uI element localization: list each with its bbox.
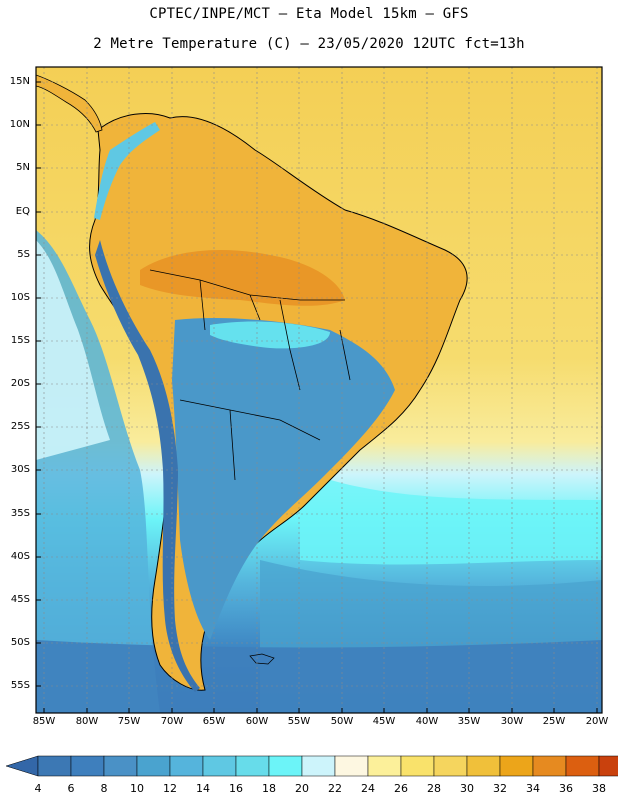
colorbar: [5, 755, 618, 777]
colorbar-label: 24: [361, 782, 375, 795]
lon-label: 80W: [75, 716, 99, 727]
lat-label: 5N: [16, 162, 30, 173]
colorbar-swatch: [565, 755, 600, 777]
colorbar-label: 26: [394, 782, 408, 795]
colorbar-swatch: [532, 755, 567, 777]
country-borders: [149, 269, 351, 481]
lon-label: 55W: [287, 716, 311, 727]
lat-label: 25S: [10, 421, 30, 432]
title-line-1: CPTEC/INPE/MCT – Eta Model 15km – GFS: [149, 6, 469, 22]
lat-label: 35S: [10, 508, 30, 519]
lon-label: 70W: [160, 716, 184, 727]
colorbar-swatch: [598, 755, 618, 777]
colorbar-swatch: [37, 755, 72, 777]
colorbar-label: 22: [328, 782, 342, 795]
colorbar-swatch: [169, 755, 204, 777]
colorbar-swatch: [70, 755, 105, 777]
colorbar-label: 8: [100, 782, 108, 795]
lat-label: 40S: [10, 551, 30, 562]
colorbar-label: 20: [295, 782, 309, 795]
colorbar-swatch: [466, 755, 501, 777]
colorbar-swatch: [367, 755, 402, 777]
colorbar-left-arrow: [5, 755, 39, 777]
colorbar-swatch: [499, 755, 534, 777]
lon-label: 40W: [415, 716, 439, 727]
lon-label: 45W: [372, 716, 396, 727]
lat-label: 15N: [9, 76, 30, 87]
andes-cold-strip: [95, 240, 200, 692]
colorbar-label: 16: [229, 782, 243, 795]
colorbar-label: 30: [460, 782, 474, 795]
lon-label: 60W: [245, 716, 269, 727]
colorbar-swatch: [202, 755, 237, 777]
lon-label: 75W: [117, 716, 141, 727]
lat-label: 45S: [10, 594, 30, 605]
axis-ticks: [36, 81, 598, 713]
central-cyan-region: [210, 321, 330, 349]
lat-label: EQ: [15, 206, 30, 217]
lat-label: 15S: [10, 335, 30, 346]
lat-label: 10N: [9, 119, 30, 130]
colorbar-swatch: [400, 755, 435, 777]
colorbar-swatch: [136, 755, 171, 777]
colorbar-swatch: [235, 755, 270, 777]
lat-label: 30S: [10, 464, 30, 475]
colorbar-label: 28: [427, 782, 441, 795]
pacific-pale-zone: [36, 240, 110, 460]
colorbar-label: 12: [163, 782, 177, 795]
colorbar-label: 14: [196, 782, 210, 795]
lon-label: 30W: [500, 716, 524, 727]
southern-cold-zone: [36, 640, 602, 713]
graticule: [36, 67, 602, 713]
lat-label: 50S: [10, 637, 30, 648]
colorbar-label: 18: [262, 782, 276, 795]
falkland-islands: [249, 653, 275, 665]
lat-label: 10S: [10, 292, 30, 303]
colorbar-swatch: [103, 755, 138, 777]
colorbar-swatch: [268, 755, 303, 777]
amazon-hot-region: [140, 250, 345, 306]
colorbar-label: 4: [34, 782, 42, 795]
colorbar-label: 34: [526, 782, 540, 795]
lon-label: 50W: [330, 716, 354, 727]
lat-label: 55S: [10, 680, 30, 691]
colorbar-swatch: [301, 755, 336, 777]
lon-label: 35W: [457, 716, 481, 727]
colorbar-label: 32: [493, 782, 507, 795]
colorbar-swatch: [334, 755, 369, 777]
southern-cool-region: [172, 318, 395, 640]
central-america: [36, 74, 103, 133]
lon-label: 20W: [585, 716, 609, 727]
lon-label: 65W: [202, 716, 226, 727]
lon-label: 25W: [542, 716, 566, 727]
atlantic-cyan-zone: [300, 470, 602, 565]
lat-label: 5S: [17, 249, 30, 260]
map-body: [36, 67, 602, 713]
colorbar-label: 6: [67, 782, 75, 795]
colorbar-label: 10: [130, 782, 144, 795]
andes-north-strip: [94, 122, 160, 220]
colorbar-label: 38: [592, 782, 606, 795]
colorbar-label: 36: [559, 782, 573, 795]
map-border: [35, 66, 603, 714]
title-line-2: 2 Metre Temperature (C) – 23/05/2020 12U…: [93, 36, 525, 52]
lat-label: 20S: [10, 378, 30, 389]
lon-label: 85W: [32, 716, 56, 727]
colorbar-swatch: [433, 755, 468, 777]
